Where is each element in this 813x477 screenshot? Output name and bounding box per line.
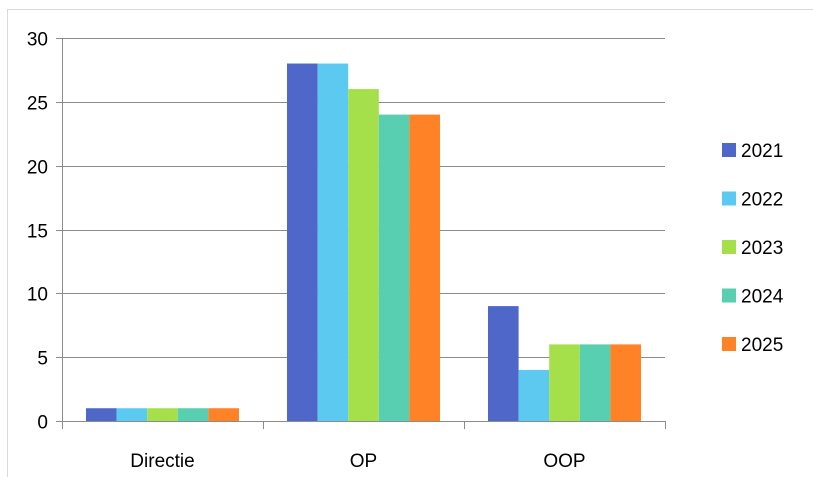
bars: [86, 63, 641, 421]
y-tick-label: 15: [27, 222, 48, 243]
bar-2022-OOP: [518, 369, 550, 421]
bar-2024-Directie: [177, 408, 209, 421]
legend-label: 2022: [741, 190, 783, 211]
legend-label: 2025: [741, 335, 783, 356]
legend-item-2024: 2024: [722, 287, 784, 308]
bar-2021-OOP: [488, 306, 519, 421]
y-tick-label: 25: [27, 94, 48, 115]
legend-label: 2024: [741, 287, 784, 308]
bar-2024-OOP: [579, 344, 611, 421]
legend-swatch: [722, 288, 736, 303]
y-tick-label: 5: [37, 349, 48, 370]
bar-2025-OP: [409, 114, 440, 421]
legend-item-2022: 2022: [722, 190, 783, 211]
bar-2021-OP: [287, 63, 318, 421]
bar-2021-Directie: [86, 408, 117, 421]
legend-item-2025: 2025: [722, 335, 783, 356]
y-tick-label: 0: [37, 413, 48, 434]
bar-2024-OP: [378, 114, 410, 421]
bar-2023-Directie: [147, 408, 178, 421]
y-tick-label: 10: [27, 285, 48, 306]
x-tick-label: OP: [350, 451, 377, 472]
legend-swatch: [722, 240, 736, 254]
bar-2022-OP: [317, 63, 349, 421]
legend-item-2023: 2023: [722, 238, 783, 259]
legend-label: 2023: [741, 238, 783, 259]
legend-swatch: [722, 191, 736, 206]
x-tick-label: Directie: [130, 451, 194, 472]
bar-2025-Directie: [208, 408, 239, 421]
y-tick-label: 20: [27, 158, 48, 179]
legend-item-2021: 2021: [722, 141, 783, 162]
y-tick-label: 30: [27, 30, 48, 51]
bar-2023-OOP: [549, 344, 580, 421]
legend-label: 2021: [741, 141, 783, 162]
x-tick-labels: Directie OP OOP: [130, 451, 585, 472]
bar-2022-Directie: [116, 408, 148, 421]
legend-swatch: [722, 143, 736, 157]
legend-swatch: [722, 337, 736, 351]
legend: 2021 2022 2023 2024 2025: [722, 141, 784, 356]
y-tick-labels: 0 5 10 15 20 25 30: [27, 30, 48, 434]
axes: [56, 38, 666, 429]
bar-2025-OOP: [610, 344, 641, 421]
bar-2023-OP: [348, 89, 379, 421]
x-tick-label: OOP: [543, 451, 585, 472]
